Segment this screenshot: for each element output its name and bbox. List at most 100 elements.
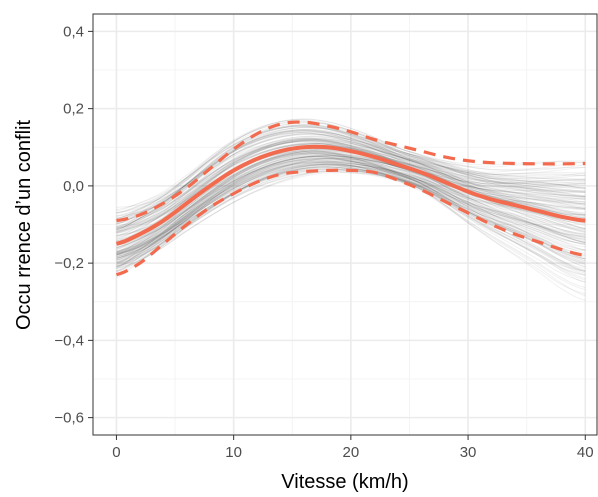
y-axis-title: Occu rrence d’un conflit (13, 120, 35, 331)
sample-curve (116, 138, 586, 227)
sample-curve (116, 130, 586, 219)
sample-curve (116, 138, 586, 217)
sample-curve (116, 161, 586, 265)
sample-curve (116, 164, 586, 254)
sample-curve (116, 156, 586, 295)
sample-curve (116, 151, 586, 276)
sample-curve (116, 153, 586, 277)
sample-curve (116, 160, 586, 261)
sample-curve (116, 162, 586, 297)
sample-curve (116, 153, 586, 269)
y-tick-label: 0,4 (63, 23, 84, 40)
y-tick-label: 0,2 (63, 101, 84, 118)
sample-curve (116, 152, 586, 301)
series-layer (115, 120, 586, 277)
sample-curve (116, 128, 586, 225)
y-tick-label: 0,0 (63, 178, 84, 195)
sample-curve (116, 160, 586, 256)
sample-curve (116, 160, 586, 264)
sample-curve (116, 134, 586, 214)
sample-curve (116, 152, 586, 274)
sample-curve (116, 130, 586, 237)
sample-curve (116, 143, 586, 230)
sample-curve (116, 154, 586, 246)
sample-curve (116, 161, 586, 276)
sample-curve (116, 164, 586, 255)
y-tick-label: −0,2 (54, 255, 84, 272)
sample-curve (116, 139, 586, 224)
x-axis-title: Vitesse (km/h) (281, 471, 408, 493)
sample-curve (116, 118, 586, 225)
sample-curve (116, 166, 586, 264)
sample-curve (116, 153, 586, 253)
sample-curve (116, 151, 586, 272)
sample-curve (116, 123, 586, 226)
sample-curve (116, 159, 586, 255)
sample-curve (116, 151, 586, 255)
sample-curve (116, 138, 586, 222)
sample-curve (116, 125, 586, 211)
sample-curve (116, 162, 586, 263)
mean-curve (115, 144, 586, 246)
sample-curve (116, 163, 586, 265)
sample-curve (116, 144, 586, 229)
sample-curve (116, 157, 586, 259)
x-tick-label: 10 (225, 444, 242, 461)
sample-curve (116, 129, 586, 224)
sample-curve (116, 154, 586, 257)
sample-curve (116, 139, 586, 233)
sample-curve (116, 137, 586, 249)
sample-curve (116, 159, 586, 291)
sample-curve (116, 161, 586, 283)
sample-curve (116, 155, 586, 240)
sample-curve (116, 158, 586, 258)
axis-ticks: 0 10 20 30 40 −0,6 −0,4 −0,2 0,0 0,2 0,4 (54, 23, 593, 461)
sample-curve (116, 137, 586, 234)
sample-curve (116, 138, 586, 266)
sample-curve (116, 163, 586, 254)
sample-curve (116, 163, 586, 281)
sample-curve (116, 155, 586, 283)
sample-curve (116, 171, 586, 267)
sample-curve (116, 161, 586, 243)
x-tick-label: 20 (343, 444, 360, 461)
sample-curve (116, 126, 586, 214)
sample-curve (116, 130, 586, 245)
sample-curve (116, 157, 586, 272)
sample-curve (116, 158, 586, 258)
sample-curve (116, 163, 586, 273)
sample-curve (116, 128, 586, 222)
sample-curve (116, 152, 586, 248)
sample-curve (116, 171, 586, 265)
sample-curve (116, 125, 586, 217)
sample-curve (116, 160, 586, 289)
sample-curve (116, 160, 586, 262)
sample-curve (116, 138, 586, 256)
y-tick-label: −0,4 (54, 332, 84, 349)
y-tick-label: −0,6 (54, 410, 84, 427)
sample-curve (116, 136, 586, 244)
sample-curve (116, 143, 586, 233)
sample-curve (116, 140, 586, 251)
sample-curve (116, 132, 586, 238)
sample-curve (116, 158, 586, 264)
sample-curve (116, 163, 586, 275)
sample-curve (116, 152, 586, 256)
lower-interval-curve (115, 168, 586, 277)
sample-curve (116, 155, 586, 253)
sample-curve (116, 155, 586, 242)
sample-curve (116, 152, 586, 261)
sample-curve (116, 157, 586, 259)
sample-curve (116, 127, 586, 222)
sample-curve (116, 164, 586, 268)
sample-curve (116, 170, 586, 259)
sample-curve (116, 135, 586, 233)
sample-curve (116, 164, 586, 273)
x-tick-label: 40 (577, 444, 594, 461)
x-tick-label: 0 (112, 444, 120, 461)
sample-curve (116, 166, 586, 264)
sample-curve (116, 163, 586, 272)
x-tick-label: 30 (460, 444, 477, 461)
sample-curve (116, 163, 586, 257)
